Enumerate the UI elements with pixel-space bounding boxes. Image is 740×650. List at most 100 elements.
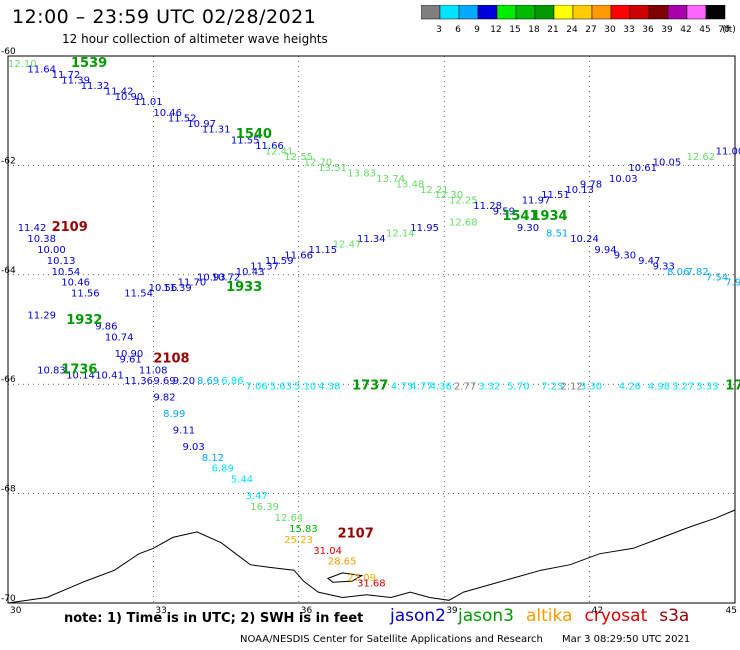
wave-height-label: 11.28 — [473, 201, 502, 212]
wave-height-label: 4.77 — [410, 382, 432, 393]
wave-height-label: 10.93 — [197, 272, 226, 283]
y-tick-label: -70 — [1, 594, 16, 604]
legend-entry-altika: altika — [526, 606, 573, 626]
legend-entry-cryosat: cryosat — [584, 606, 648, 626]
colorbar-tick-label: 27 — [585, 25, 596, 35]
wave-height-label: 12.21 — [420, 185, 449, 196]
wave-height-label: 13.48 — [396, 179, 425, 190]
wave-height-label: 5.70 — [507, 382, 529, 393]
legend-entry-s3a: s3a — [659, 606, 690, 626]
pass-time-label: 1541 — [502, 209, 538, 224]
wave-height-label: 11.42 — [105, 86, 134, 97]
wave-height-label: 31.04 — [313, 546, 342, 557]
wave-height-label: 9.03 — [183, 442, 205, 453]
wave-height-label: 4.26 — [619, 382, 641, 393]
wave-height-label: 8.12 — [202, 453, 224, 464]
colorbar-tick-label: 36 — [642, 25, 654, 35]
wave-height-label: 11.29 — [27, 311, 56, 322]
wave-height-label: 9.78 — [580, 179, 602, 190]
wave-height-label: 5.44 — [231, 475, 253, 486]
wave-height-label: 12.14 — [386, 229, 415, 240]
wave-height-label: 10.38 — [27, 234, 56, 245]
wave-height-label: 12.68 — [449, 218, 478, 229]
colorbar-unit-label: (ft) — [722, 25, 736, 35]
wave-height-label: 11.34 — [357, 234, 386, 245]
wave-height-label: 10.46 — [153, 108, 182, 119]
colorbar-tick-label: 12 — [490, 25, 501, 35]
wave-height-label: 7.82 — [687, 267, 709, 278]
pass-time-label: 2108 — [153, 351, 189, 366]
pass-time-label: 2107 — [338, 526, 374, 541]
wave-height-label: 10.72 — [212, 272, 241, 283]
wave-height-label: 9.30 — [614, 250, 636, 261]
wave-height-label: 4.38 — [318, 382, 340, 393]
colorbar-tick-label: 70 — [718, 25, 730, 35]
colorbar-tick-label: 3 — [436, 25, 442, 35]
wave-height-label: 27.09 — [347, 573, 376, 584]
wave-height-label: 13.83 — [347, 168, 376, 179]
x-tick-label: 45 — [726, 606, 737, 616]
wave-height-label: 10.00 — [37, 245, 66, 256]
wave-height-label: 10.14 — [66, 371, 95, 382]
y-tick-label: -66 — [1, 375, 16, 385]
wave-height-label: 4.36 — [430, 382, 452, 393]
x-tick-label: 30 — [10, 606, 22, 616]
y-tick-label: -64 — [1, 266, 16, 276]
units-note: note: 1) Time is in UTC; 2) SWH is in fe… — [64, 611, 364, 626]
wave-height-label: 25.23 — [284, 535, 313, 546]
wave-height-label: 8.99 — [163, 409, 185, 420]
footer: NOAA/NESDIS Center for Satellite Applica… — [240, 634, 706, 645]
satellite-legend: jason2 jason3 altika cryosat s3a — [390, 606, 701, 626]
wave-height-label: 4.73 — [391, 382, 413, 393]
wave-height-label: 12.64 — [275, 513, 304, 524]
wave-height-label: 10.41 — [95, 371, 124, 382]
wave-height-label: 11.00 — [716, 147, 740, 158]
wave-height-label: 10.24 — [570, 234, 599, 245]
wave-height-label: 12.10 — [8, 59, 37, 70]
wave-height-label: 9.86 — [95, 322, 117, 333]
wave-height-label: 8.06 — [667, 267, 689, 278]
wave-height-label: 10.13 — [47, 256, 76, 267]
x-tick-label: 39 — [446, 606, 458, 616]
wave-height-label: 3.30 — [580, 382, 602, 393]
wave-height-label: 12.41 — [265, 147, 294, 158]
wave-height-label: 9.11 — [173, 425, 195, 436]
coastline — [7, 509, 736, 604]
colorbar-tick-label: 9 — [474, 25, 480, 35]
wave-height-label: 15.83 — [289, 524, 318, 535]
wave-height-label: 11.51 — [541, 190, 570, 201]
wave-height-label: 12.47 — [333, 239, 362, 250]
color-scale-legend: 3 6 9 12 15 18 21 24 27 30 33 36 39 42 45 70(ft) — [421, 5, 736, 35]
wave-height-label: 9.30 — [517, 223, 539, 234]
wave-height-label: 11.59 — [265, 256, 294, 267]
wave-height-label: 11.01 — [134, 97, 163, 108]
wave-height-label: 5.10 — [294, 382, 316, 393]
wave-height-label: 7.54 — [706, 272, 728, 283]
legend-entry-jason3: jason3 — [458, 606, 514, 626]
wave-height-label: 9.33 — [653, 261, 675, 272]
colorbar-tick-label: 45 — [699, 25, 710, 35]
wave-height-label: 10.46 — [61, 278, 90, 289]
plot-frame — [7, 55, 736, 604]
wave-height-label: 8.51 — [546, 229, 568, 240]
colorbar-tick-label: 33 — [623, 25, 634, 35]
wave-height-label: 6.89 — [212, 464, 234, 475]
wave-height-label: 11.15 — [309, 245, 338, 256]
legend-entry-jason2: jason2 — [390, 606, 446, 626]
wave-height-label: 3.27 — [672, 382, 694, 393]
wave-height-label: 13.51 — [318, 163, 347, 174]
pass-time-label: 1738 — [725, 379, 740, 394]
colorbar-tick-label: 39 — [661, 25, 673, 35]
wave-height-label: 7.93 — [725, 278, 740, 289]
wave-height-label: 11.66 — [284, 250, 313, 261]
wave-height-label: 11.39 — [163, 283, 192, 294]
wave-height-label: 2.12 — [561, 382, 583, 393]
colorbar-swatch — [705, 5, 726, 20]
wave-height-label: 7.06 — [246, 382, 268, 393]
wave-height-label: 10.56 — [149, 283, 178, 294]
wave-height-label: 16.39 — [250, 502, 279, 513]
wave-height-label: 11.54 — [124, 289, 153, 300]
pass-time-label: 1539 — [71, 56, 107, 71]
pass-time-label: 1737 — [352, 379, 388, 394]
wave-height-label: 11.95 — [410, 223, 439, 234]
